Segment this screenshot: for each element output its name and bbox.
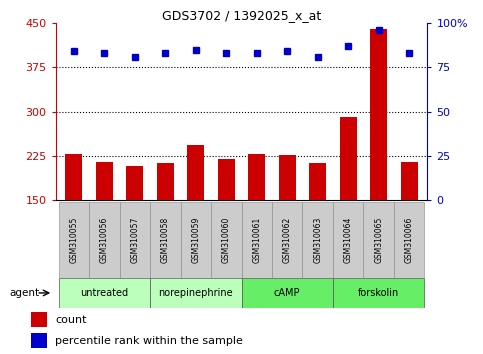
Bar	[31, 312, 47, 327]
Bar	[96, 162, 113, 200]
Bar	[181, 202, 211, 278]
Text: GSM310056: GSM310056	[100, 217, 109, 263]
Text: cAMP: cAMP	[274, 288, 300, 298]
Bar	[272, 202, 302, 278]
Bar	[150, 278, 242, 308]
Text: GSM310061: GSM310061	[252, 217, 261, 263]
Text: GSM310064: GSM310064	[344, 217, 353, 263]
Bar	[363, 202, 394, 278]
Bar	[333, 202, 363, 278]
Title: GDS3702 / 1392025_x_at: GDS3702 / 1392025_x_at	[162, 9, 321, 22]
Bar	[302, 202, 333, 278]
Text: GSM310062: GSM310062	[283, 217, 292, 263]
Text: untreated: untreated	[80, 288, 128, 298]
Bar	[242, 278, 333, 308]
Bar	[31, 333, 47, 348]
Bar	[248, 154, 265, 200]
Bar	[150, 202, 181, 278]
Text: GSM310057: GSM310057	[130, 217, 139, 263]
Bar	[127, 166, 143, 200]
Bar	[66, 154, 82, 200]
Text: GSM310055: GSM310055	[70, 217, 78, 263]
Bar	[58, 278, 150, 308]
Bar	[340, 117, 356, 200]
Text: GSM310058: GSM310058	[161, 217, 170, 263]
Text: GSM310060: GSM310060	[222, 217, 231, 263]
Text: GSM310059: GSM310059	[191, 217, 200, 263]
Bar	[309, 163, 326, 200]
Bar	[58, 202, 89, 278]
Text: GSM310063: GSM310063	[313, 217, 322, 263]
Text: count: count	[55, 315, 86, 325]
Text: GSM310066: GSM310066	[405, 217, 413, 263]
Bar	[370, 29, 387, 200]
Text: forskolin: forskolin	[358, 288, 399, 298]
Text: agent: agent	[10, 288, 40, 298]
Bar	[120, 202, 150, 278]
Bar	[157, 163, 174, 200]
Bar	[89, 202, 120, 278]
Bar	[394, 202, 425, 278]
Text: GSM310065: GSM310065	[374, 217, 383, 263]
Text: norepinephrine: norepinephrine	[158, 288, 233, 298]
Bar	[211, 202, 242, 278]
Bar	[187, 145, 204, 200]
Text: percentile rank within the sample: percentile rank within the sample	[55, 336, 243, 346]
Bar	[333, 278, 425, 308]
Bar	[401, 162, 417, 200]
Bar	[242, 202, 272, 278]
Bar	[279, 155, 296, 200]
Bar	[218, 159, 235, 200]
